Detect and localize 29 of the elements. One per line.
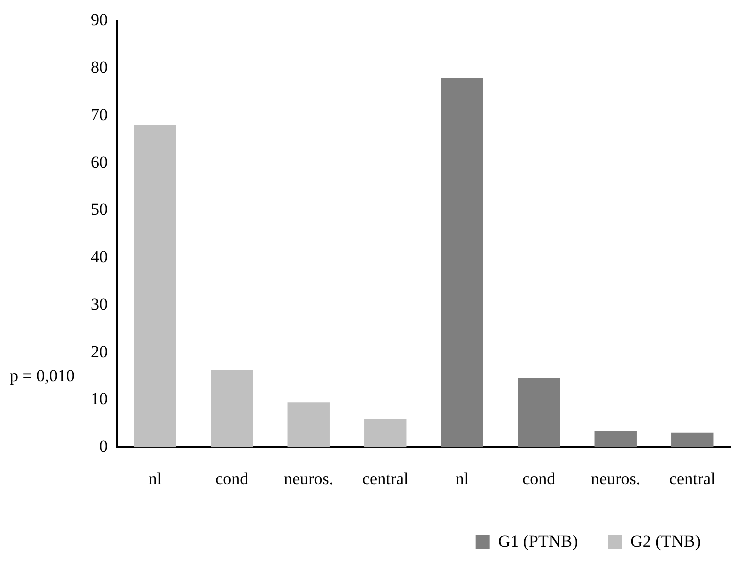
y-tick-label: 80 [91, 58, 108, 78]
bar [364, 419, 407, 448]
text: p = 0,010 [10, 366, 75, 386]
y-tick-label: 30 [91, 294, 108, 314]
bar [518, 378, 560, 448]
bar [211, 370, 254, 448]
x-tick-label: cond [216, 469, 250, 488]
x-tick-label: cond [522, 469, 556, 488]
bar [594, 431, 637, 448]
bar [441, 78, 484, 448]
x-tick-label: central [670, 469, 716, 488]
x-tick-label: neuros. [284, 469, 334, 488]
bar [134, 125, 176, 448]
bar [288, 402, 330, 448]
y-tick-label: 10 [91, 390, 108, 409]
bar [672, 432, 714, 448]
y-tick-label: 70 [91, 105, 108, 124]
y-tick-label: 60 [91, 152, 108, 172]
x-tick-label: central [362, 469, 410, 488]
legend-label: G1 (PTNB) [498, 532, 578, 551]
y-tick-label: 90 [91, 10, 108, 30]
x-tick-label: neuros. [591, 469, 641, 488]
x-tick-label: nl [148, 469, 162, 488]
y-tick-label: 40 [91, 248, 108, 267]
y-tick-label: 50 [91, 200, 108, 220]
y-tick-label: 0 [100, 437, 108, 456]
y-tick-label: 20 [91, 342, 108, 362]
x-tick-label: nl [456, 469, 470, 488]
legend-label: G2 (TNB) [630, 532, 702, 551]
